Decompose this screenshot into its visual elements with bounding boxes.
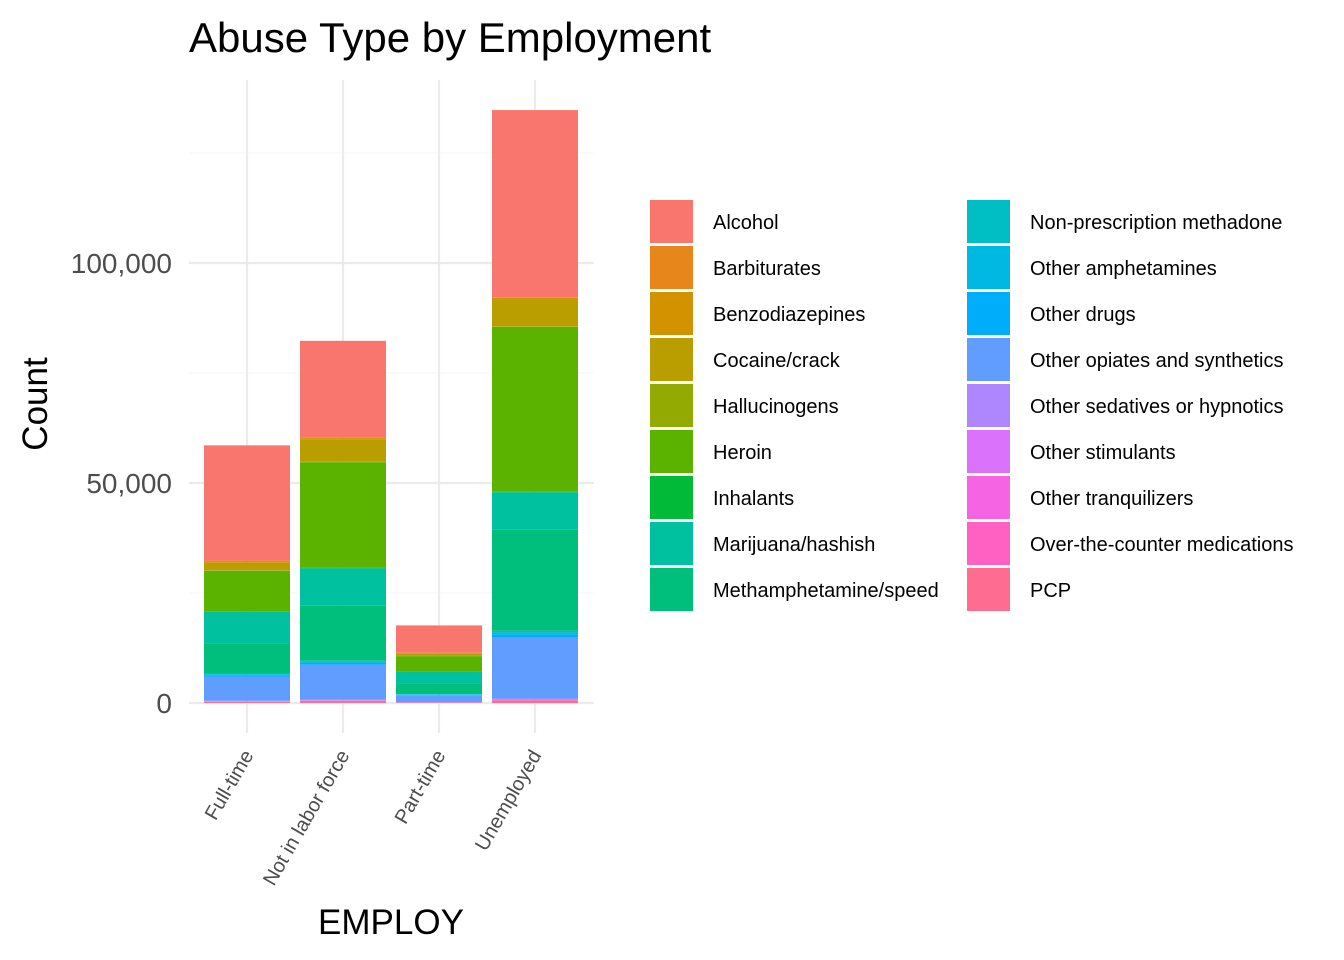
legend-label: Alcohol (713, 212, 779, 234)
bar-segment (204, 643, 290, 674)
bar-segment (300, 662, 386, 665)
bar-segment (300, 439, 386, 462)
bar-segment (492, 637, 578, 699)
bar-segment (300, 661, 386, 663)
legend-key (967, 430, 1010, 473)
bar-segment (492, 110, 578, 298)
x-tick-label: Part-time (391, 747, 451, 828)
legend-key (967, 522, 1010, 565)
bar-segment (204, 676, 290, 701)
legend-key (650, 568, 693, 611)
legend-label: Non-prescription methadone (1030, 212, 1282, 234)
bar-segment (492, 529, 578, 631)
legend-key (650, 292, 693, 335)
x-axis-title: EMPLOY (318, 903, 464, 942)
legend-label: Other drugs (1030, 304, 1136, 326)
legend-label: PCP (1030, 580, 1071, 602)
bar-segment (396, 656, 482, 672)
legend-key (650, 338, 693, 381)
legend-key (967, 292, 1010, 335)
bar-segment (492, 297, 578, 298)
legend-key (650, 430, 693, 473)
bar-segment (492, 630, 578, 633)
bar-segment (492, 297, 578, 300)
bar-segment (300, 700, 386, 703)
chart-title: Abuse Type by Employment (189, 14, 712, 61)
legend-label: Hallucinogens (713, 396, 839, 418)
legend-label: Over-the-counter medications (1030, 534, 1293, 556)
bar-segment (300, 462, 386, 568)
x-tick-label: Full-time (201, 747, 258, 824)
bar-segment (300, 664, 386, 700)
bar-segment (204, 701, 290, 703)
bar-segment (492, 632, 578, 635)
bar-segment (396, 625, 482, 653)
bar-segment (492, 492, 578, 530)
legend-label: Heroin (713, 442, 772, 464)
legend-key (650, 384, 693, 427)
legend-key (650, 522, 693, 565)
x-tick-label: Not in labor force (259, 747, 354, 890)
legend-key (650, 476, 693, 519)
legend-key (967, 384, 1010, 427)
bar-segment (396, 671, 482, 684)
legend-key (967, 568, 1010, 611)
bar-segment (300, 568, 386, 606)
bar-segment (492, 299, 578, 327)
legend-key (967, 476, 1010, 519)
bar-segment (204, 445, 290, 561)
bar-segment (300, 438, 386, 440)
legend-label: Marijuana/hashish (713, 534, 875, 556)
bar-segment (300, 340, 386, 438)
legend-label: Methamphetamine/speed (713, 580, 939, 602)
y-axis-title: Count (16, 357, 55, 451)
bar-segment (204, 611, 290, 644)
legend: Alcohol Barbiturates Benzodiazepines Cocain… (650, 200, 1293, 611)
legend-key (967, 200, 1010, 243)
legend-label: Benzodiazepines (713, 304, 865, 326)
bar-segment (396, 683, 482, 695)
bar-segment (204, 570, 290, 612)
bar-segment (300, 605, 386, 661)
bar-segment (492, 700, 578, 703)
y-tick-label: 100,000 (71, 248, 172, 279)
bar-segment (492, 634, 578, 637)
bar-segment (204, 674, 290, 676)
legend-label: Other opiates and synthetics (1030, 350, 1283, 372)
legend-label: Inhalants (713, 488, 794, 510)
legend-label: Barbiturates (713, 258, 821, 280)
bar-segment (492, 326, 578, 492)
y-tick-label: 0 (156, 688, 172, 719)
x-tick-label: Unemployed (471, 747, 546, 855)
legend-label: Other stimulants (1030, 442, 1176, 464)
bar-segment (492, 698, 578, 700)
bar-segment (204, 562, 290, 571)
legend-key (967, 338, 1010, 381)
legend-label: Other amphetamines (1030, 258, 1217, 280)
bar-segment (204, 561, 290, 563)
legend-label: Other tranquilizers (1030, 488, 1193, 510)
bar-segment (300, 660, 386, 662)
bar-segment (396, 695, 482, 703)
bars (204, 110, 578, 703)
y-tick-label: 50,000 (86, 468, 172, 499)
legend-key (967, 246, 1010, 289)
bar-segment (396, 653, 482, 656)
legend-key (650, 246, 693, 289)
legend-label: Cocaine/crack (713, 350, 841, 372)
legend-key (650, 200, 693, 243)
bar-segment (204, 675, 290, 677)
legend-label: Other sedatives or hypnotics (1030, 396, 1283, 418)
